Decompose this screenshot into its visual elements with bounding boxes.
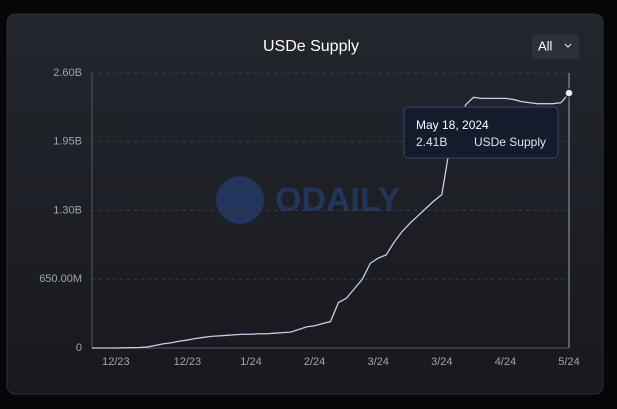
range-button[interactable]: All	[532, 34, 579, 59]
tooltip-value: 2.41B	[416, 135, 447, 149]
chart-title: USDe Supply	[263, 38, 359, 55]
y-tick-label: 2.60B	[53, 67, 82, 79]
y-tick-label: 1.30B	[53, 204, 82, 216]
series-line	[92, 92, 570, 349]
x-tick-label: 1/24	[240, 356, 261, 368]
tooltip-box	[403, 106, 559, 159]
watermark-text: ODAILY	[275, 181, 401, 219]
tooltip-date: May 18, 2024	[416, 118, 489, 132]
watermark: ODAILY	[216, 176, 401, 224]
tooltip-series: USDe Supply	[474, 135, 546, 149]
x-tick-label: 3/24	[431, 356, 452, 368]
x-tick-label: 4/24	[495, 356, 516, 368]
hover-dot	[564, 88, 574, 98]
x-tick-label: 12/23	[102, 356, 130, 368]
watermark-logo	[216, 176, 264, 224]
x-tick-label: 12/23	[174, 356, 202, 368]
chevron[interactable]	[564, 43, 572, 48]
button-label[interactable]: All	[538, 38, 553, 53]
y-tick-label: 0	[76, 342, 82, 354]
y-tick-label: 650.00M	[39, 273, 82, 285]
x-tick-label: 3/24	[367, 356, 388, 368]
x-tick-label: 5/24	[558, 356, 579, 368]
button-bg[interactable]	[532, 34, 579, 59]
x-tick-label: 2/24	[304, 356, 325, 368]
plot: 0 650.00M 1.30B 1.95B 2.60B 12/23 12/23 1/24 2/2…	[39, 67, 580, 368]
y-tick-label: 1.95B	[53, 136, 82, 148]
